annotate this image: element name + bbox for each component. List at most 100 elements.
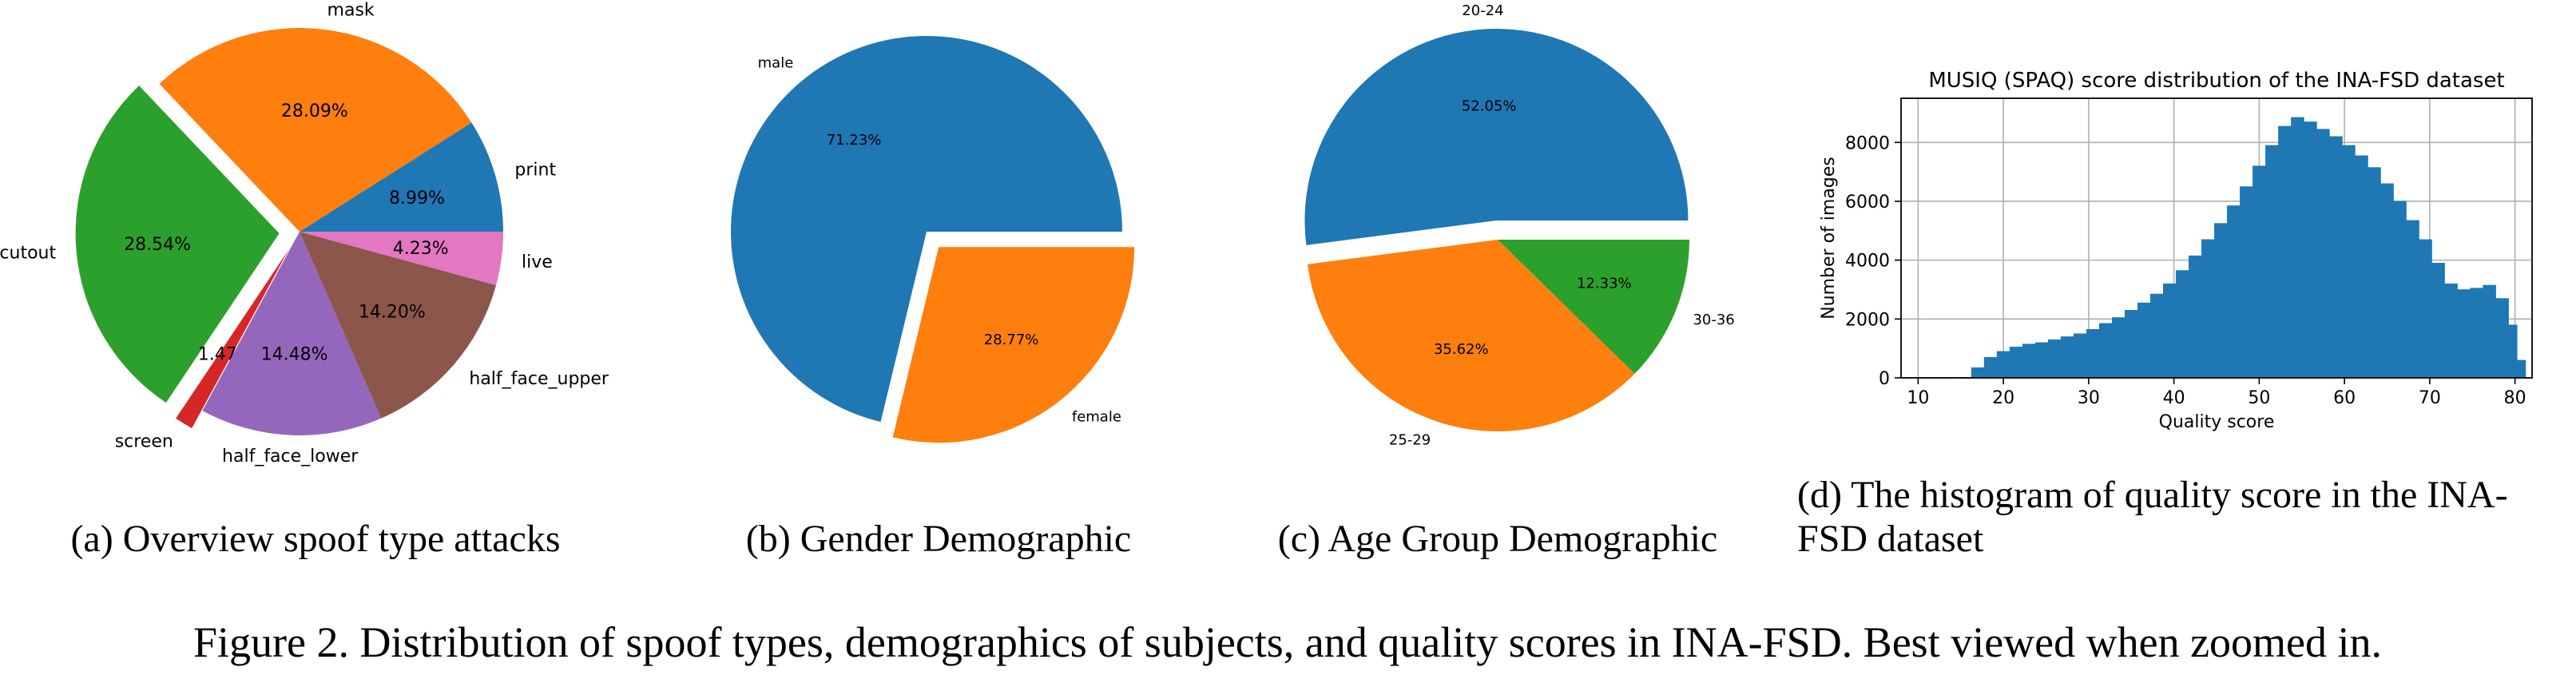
histogram-bar: [2227, 205, 2241, 379]
histogram-bar: [2073, 333, 2087, 379]
y-axis-label: Number of images: [1819, 157, 1839, 320]
histogram-bar: [2124, 310, 2138, 379]
pct-label-20-24: 52.05%: [1462, 98, 1517, 115]
pie-chart-spoof-types: 8.99%print28.09%mask28.54%cutout1.47%scr…: [0, 0, 609, 467]
histogram-bar: [2406, 220, 2419, 379]
histogram-bar: [1971, 367, 1985, 379]
histogram-bar: [2009, 347, 2023, 379]
histogram-bar: [2176, 270, 2189, 379]
slice-label-cutout: cutout: [0, 244, 56, 264]
pie-slice-mask: [159, 27, 472, 232]
slice-label-screen: screen: [115, 432, 173, 452]
pie-slice-male: [730, 35, 1122, 423]
y-tick-label: 6000: [1845, 193, 1890, 212]
pie-slice-half-face-lower: [202, 232, 382, 436]
histogram-bar: [2265, 145, 2279, 379]
histogram-bar: [2034, 342, 2049, 379]
x-tick-label: 10: [1907, 388, 1929, 408]
slice-label-female: female: [1072, 408, 1121, 425]
pct-label-female: 28.77%: [984, 332, 1039, 348]
caption-d-line2: FSD dataset: [1797, 518, 1984, 560]
pie-chart-age-group: 52.05% 20-24 35.62% 25-29 12.33% 30-36: [1304, 2, 1735, 449]
y-tick-label: 0: [1879, 369, 1890, 389]
pie-slice-30-36: [1498, 240, 1689, 374]
pie-slice-half-face-upper: [300, 232, 497, 419]
slice-label-30-36: 30-36: [1693, 312, 1734, 328]
y-tick-label: 2000: [1845, 310, 1890, 330]
histogram-bar: [2512, 359, 2526, 379]
slice-label-live: live: [522, 252, 553, 272]
caption-c: (c) Age Group Demographic: [1278, 518, 1717, 560]
histogram-bar: [2304, 121, 2317, 379]
histogram-bar: [2380, 183, 2394, 379]
histogram-bar: [2098, 323, 2113, 379]
pie-slice-screen: [176, 248, 289, 428]
x-tick-label: 30: [2078, 388, 2100, 408]
histogram-bar: [2316, 129, 2330, 379]
caption-b: (b) Gender Demographic: [746, 518, 1131, 560]
histogram-bar: [2329, 136, 2343, 379]
histogram-bar: [2111, 317, 2125, 379]
histogram-bar: [2470, 288, 2483, 379]
histogram-bar: [2291, 117, 2304, 379]
chart-title: MUSIQ (SPAQ) score distribution of the I…: [1928, 69, 2504, 93]
histogram-bar: [2163, 283, 2177, 379]
histogram-bar: [2342, 145, 2356, 379]
x-tick-label: 60: [2333, 388, 2356, 408]
histogram-bar: [2086, 328, 2100, 379]
histogram-bar: [2060, 336, 2074, 379]
pie-slice-print: [300, 122, 503, 232]
slice-label-male: male: [758, 55, 794, 72]
x-tick-label: 40: [2163, 388, 2185, 408]
x-tick-label: 50: [2248, 388, 2270, 408]
slice-label-25-29: 25-29: [1389, 432, 1431, 449]
pct-label-male: 71.23%: [827, 132, 882, 149]
histogram-bar: [2201, 239, 2215, 379]
histogram-bar: [2419, 239, 2432, 379]
histogram-bar: [2368, 167, 2381, 379]
x-axis-label: Quality score: [2159, 412, 2275, 432]
x-tick-label: 70: [2419, 388, 2441, 408]
histogram-bar: [2214, 223, 2228, 379]
caption-a: (a) Overview spoof type attacks: [70, 518, 560, 560]
slice-label-mask: mask: [327, 0, 375, 20]
pie-slice-cutout: [75, 85, 280, 403]
pie-slice-25-29: [1307, 240, 1635, 431]
figure-caption: Figure 2. Distribution of spoof types, d…: [193, 618, 2382, 666]
histogram-bar: [2355, 155, 2368, 379]
plot-frame: [1900, 97, 2533, 379]
histogram-bar: [1983, 356, 1998, 379]
histogram-bar: [1996, 351, 2010, 379]
histogram-bar: [2483, 284, 2496, 379]
pct-label-cutout: 28.54%: [124, 235, 191, 255]
y-tick-label: 4000: [1845, 252, 1890, 272]
pie-slice-live: [300, 232, 503, 285]
histogram-bar: [2189, 255, 2202, 379]
slice-label-print: print: [514, 161, 556, 181]
slice-label-half-face-upper: half_face_upper: [469, 369, 609, 389]
pie-chart-gender: 71.23% male 28.77% female: [730, 35, 1135, 443]
histogram-bar: [2278, 125, 2292, 379]
pct-label-half-face-lower: 14.48%: [261, 345, 328, 365]
x-tick-label: 80: [2504, 388, 2526, 408]
histogram-bar: [2150, 293, 2164, 379]
pie-slice-20-24: [1304, 29, 1689, 245]
histogram-bar: [2431, 263, 2445, 379]
caption-d-line1: (d) The histogram of quality score in th…: [1797, 474, 2508, 516]
y-tick-label: 8000: [1845, 133, 1890, 153]
slice-label-20-24: 20-24: [1462, 2, 1503, 19]
pct-label-30-36: 12.33%: [1577, 276, 1632, 292]
histogram-bar: [2047, 339, 2062, 379]
histogram-bar: [2137, 302, 2151, 379]
pct-label-25-29: 35.62%: [1434, 341, 1489, 358]
x-tick-label: 20: [1992, 388, 2014, 408]
pct-label-mask: 28.09%: [281, 101, 348, 121]
pct-label-print: 8.99%: [389, 189, 445, 208]
pie-slice-female: [892, 247, 1135, 443]
histogram-quality-score: 10 20 30 40 50 60 70 80 0 2000 4000 6000 8000 MUSIQ (…: [1819, 69, 2533, 432]
histogram-bar: [2240, 186, 2253, 379]
pct-label-half-face-upper: 14.20%: [359, 303, 426, 323]
histogram-bar: [2022, 344, 2036, 379]
histogram-bar: [2393, 201, 2407, 379]
